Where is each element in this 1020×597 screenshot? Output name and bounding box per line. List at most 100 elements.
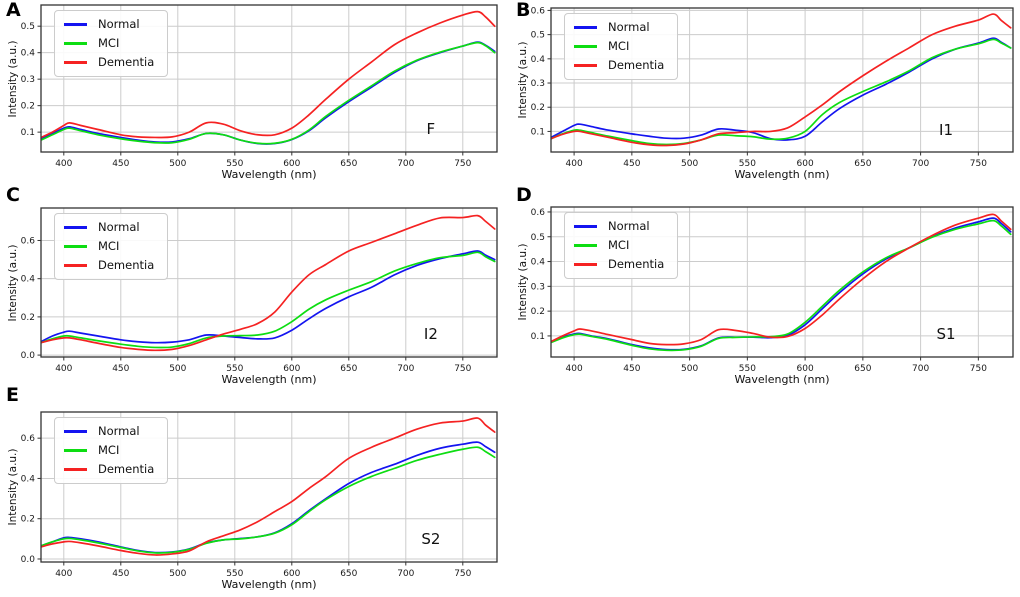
legend-entry-mci: MCI (64, 237, 154, 256)
normal-line-swatch (64, 226, 87, 229)
svg-text:700: 700 (912, 364, 929, 374)
svg-text:450: 450 (112, 569, 129, 579)
svg-text:0.4: 0.4 (21, 275, 36, 285)
svg-text:450: 450 (112, 364, 129, 374)
panel-e-tag: S2 (421, 529, 441, 548)
panel-a: A Intensity (a.u.) 400 450 500 550 600 650 700… (0, 0, 510, 185)
svg-text:750: 750 (454, 569, 471, 579)
dementia-line-swatch (64, 468, 87, 471)
svg-text:600: 600 (797, 159, 814, 169)
panel-letter-b: B (516, 0, 531, 21)
svg-text:700: 700 (397, 364, 414, 374)
normal-line-swatch (64, 23, 87, 26)
svg-text:550: 550 (226, 159, 243, 169)
legend-entry-normal: Normal (64, 218, 154, 237)
panel-c-tag: I2 (423, 324, 438, 343)
svg-text:700: 700 (397, 569, 414, 579)
svg-text:450: 450 (623, 364, 640, 374)
legend-entry-mci: MCI (574, 37, 664, 56)
svg-text:0.2: 0.2 (21, 102, 35, 112)
svg-text:0.6: 0.6 (21, 236, 36, 246)
svg-text:0.3: 0.3 (21, 75, 35, 85)
panel-b: B Intensity (a.u.) 400 450 500 550 600 650 700… (510, 0, 1020, 185)
svg-text:650: 650 (340, 159, 357, 169)
svg-text:400: 400 (566, 364, 583, 374)
legend-entry-dementia: Dementia (64, 460, 154, 479)
panel-b-xlabel: Wavelength (nm) (734, 168, 830, 181)
panel-e-legend: Normal MCI Dementia (54, 417, 169, 484)
svg-text:0.3: 0.3 (531, 282, 545, 292)
svg-text:0.0: 0.0 (21, 555, 36, 565)
svg-text:600: 600 (283, 159, 300, 169)
dementia-line-swatch (64, 264, 87, 267)
panel-d-legend: Normal MCI Dementia (564, 212, 679, 279)
legend-entry-dementia: Dementia (64, 53, 154, 72)
svg-text:400: 400 (566, 159, 583, 169)
panel-e-xlabel: Wavelength (nm) (221, 578, 317, 591)
svg-text:0.6: 0.6 (21, 434, 36, 444)
panel-d-xlabel: Wavelength (nm) (734, 373, 830, 386)
svg-text:0.2: 0.2 (531, 307, 545, 317)
svg-text:0.1: 0.1 (531, 332, 545, 342)
svg-text:750: 750 (454, 364, 471, 374)
svg-text:400: 400 (55, 569, 72, 579)
legend-entry-mci: MCI (574, 236, 664, 255)
svg-text:0.6: 0.6 (531, 208, 546, 218)
dementia-line-swatch (574, 64, 597, 67)
svg-text:0.4: 0.4 (531, 55, 546, 65)
legend-entry-dementia: Dementia (574, 56, 664, 75)
mci-line-swatch (574, 244, 597, 247)
legend-entry-normal: Normal (574, 217, 664, 236)
svg-text:400: 400 (55, 159, 72, 169)
svg-text:0.4: 0.4 (531, 258, 546, 268)
svg-text:0.4: 0.4 (21, 474, 36, 484)
legend-entry-dementia: Dementia (64, 256, 154, 275)
panel-b-tag: I1 (939, 120, 953, 139)
svg-text:750: 750 (454, 159, 471, 169)
mci-line-swatch (64, 245, 87, 248)
panel-d-tag: S1 (936, 324, 956, 343)
svg-text:600: 600 (283, 364, 300, 374)
panel-letter-a: A (6, 0, 21, 21)
normal-line-swatch (574, 26, 597, 29)
svg-text:500: 500 (681, 364, 698, 374)
svg-text:0.2: 0.2 (21, 313, 35, 323)
panel-c-plot: 400 450 500 550 600 650 700 750 0.0 0.2 0.4 0.6 (21, 207, 498, 374)
svg-text:650: 650 (854, 364, 871, 374)
panel-b-legend: Normal MCI Dementia (564, 13, 679, 80)
svg-text:0.1: 0.1 (531, 127, 545, 137)
normal-line-swatch (64, 430, 87, 433)
svg-text:700: 700 (397, 159, 414, 169)
svg-text:550: 550 (739, 364, 756, 374)
svg-text:600: 600 (283, 569, 300, 579)
panel-c-xlabel: Wavelength (nm) (221, 373, 317, 386)
panel-letter-d: D (516, 184, 532, 206)
svg-text:0.0: 0.0 (21, 351, 36, 361)
panel-d: D Intensity (a.u.) 400 450 500 550 600 650 700… (510, 184, 1020, 386)
panel-c-legend: Normal MCI Dementia (54, 213, 169, 280)
svg-text:0.4: 0.4 (21, 49, 36, 59)
dementia-line-swatch (64, 61, 87, 64)
legend-entry-dementia: Dementia (574, 255, 664, 274)
mci-line-swatch (574, 45, 597, 48)
svg-text:500: 500 (681, 159, 698, 169)
svg-text:650: 650 (340, 364, 357, 374)
svg-text:450: 450 (112, 159, 129, 169)
svg-text:600: 600 (797, 364, 814, 374)
panel-c: C Intensity (a.u.) 400 450 500 550 600 650 700… (0, 184, 510, 386)
svg-text:0.2: 0.2 (531, 103, 545, 113)
svg-text:750: 750 (970, 159, 987, 169)
panel-letter-c: C (6, 184, 20, 206)
mci-line-swatch (64, 449, 87, 452)
svg-text:700: 700 (912, 159, 929, 169)
svg-text:450: 450 (623, 159, 640, 169)
panel-a-tag: F (426, 120, 436, 139)
panel-letter-e: E (6, 384, 19, 406)
svg-text:650: 650 (340, 569, 357, 579)
svg-text:0.2: 0.2 (21, 515, 35, 525)
svg-text:750: 750 (970, 364, 987, 374)
svg-text:550: 550 (739, 159, 756, 169)
panel-e-plot: 400 450 500 550 600 650 700 750 0.0 0.2 0.4 0.6 (21, 411, 498, 579)
svg-text:500: 500 (169, 159, 186, 169)
normal-line-swatch (574, 225, 597, 228)
